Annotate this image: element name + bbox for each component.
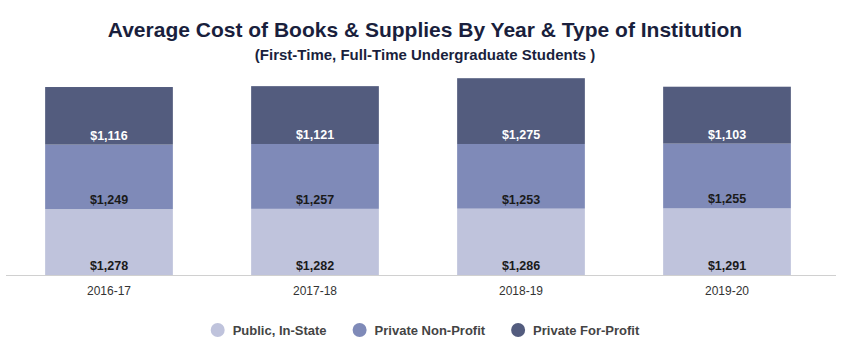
legend-swatch: [353, 323, 367, 337]
bar-segment: [663, 208, 791, 275]
bar-segment: [251, 144, 379, 209]
legend-label: Public, In-State: [233, 323, 327, 338]
data-label: $1,121: [296, 128, 334, 142]
bar-segment: [45, 209, 173, 275]
bar-segment: [663, 144, 791, 209]
bar-segment: [45, 87, 173, 145]
chart: Average Cost of Books & Supplies By Year…: [0, 0, 850, 355]
data-label: $1,282: [296, 259, 334, 273]
data-label: $1,278: [90, 259, 128, 273]
legend-label: Private Non-Profit: [375, 323, 486, 338]
bar-segment: [251, 86, 379, 144]
data-label: $1,275: [502, 128, 540, 142]
subtitle: (First-Time, Full-Time Undergraduate Stu…: [255, 46, 595, 63]
data-label: $1,253: [502, 193, 540, 207]
x-tick-label: 2019-20: [705, 284, 749, 298]
data-label: $1,249: [90, 193, 128, 207]
legend-label: Private For-Profit: [533, 323, 640, 338]
bar-segment: [251, 209, 379, 275]
x-tick-label: 2016-17: [87, 284, 131, 298]
bar-segment: [457, 78, 585, 144]
title: Average Cost of Books & Supplies By Year…: [108, 18, 742, 41]
legend: Public, In-State Private Non-Profit Privat…: [211, 323, 640, 338]
bar-segment: [457, 144, 585, 209]
bar-segment: [45, 145, 173, 209]
data-labels: $1,278 $1,249 $1,116 $1,282 $1,257 $1,121 $1,2…: [90, 128, 746, 273]
bars: [45, 78, 791, 275]
data-label: $1,257: [296, 193, 334, 207]
bar-segment: [457, 209, 585, 275]
bar-segment: [663, 87, 791, 144]
x-tick-label: 2018-19: [499, 284, 543, 298]
data-label: $1,116: [90, 129, 128, 143]
data-label: $1,255: [708, 192, 746, 206]
legend-swatch: [511, 323, 525, 337]
data-label: $1,286: [502, 259, 540, 273]
legend-swatch: [211, 323, 225, 337]
data-label: $1,291: [708, 259, 746, 273]
x-tick-label: 2017-18: [293, 284, 337, 298]
data-label: $1,103: [708, 128, 746, 142]
x-axis: [6, 275, 836, 276]
